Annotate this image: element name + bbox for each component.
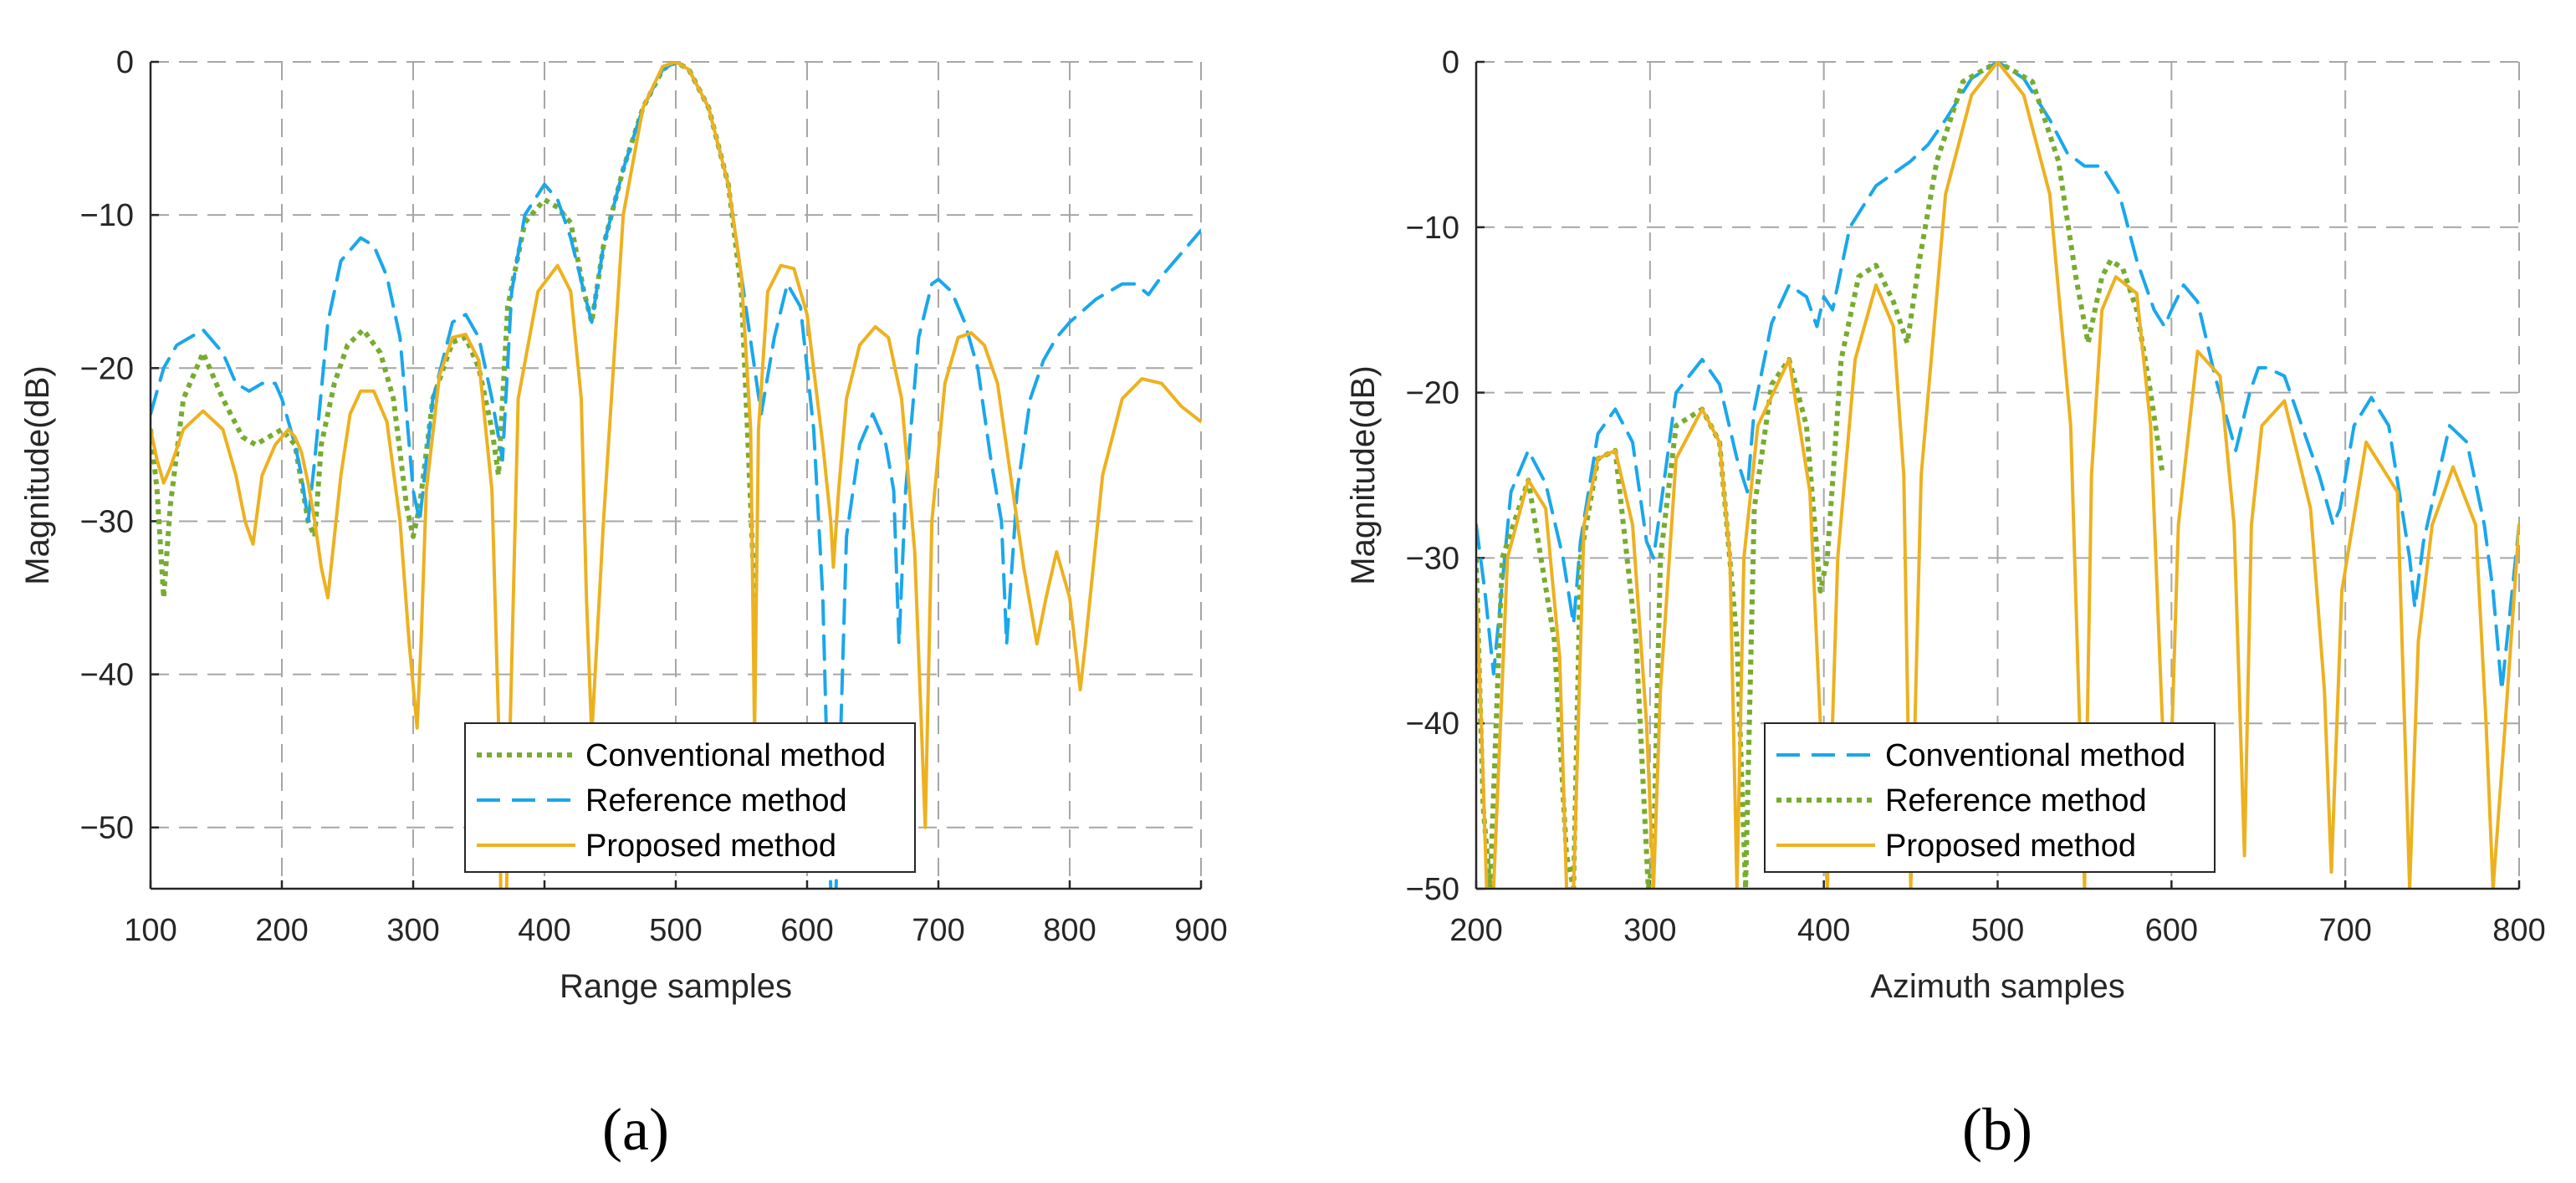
legend: Conventional method Reference method Propo… [1764,722,2216,873]
x-tick-label: 700 [2318,913,2371,948]
y-tick-label: −10 [80,198,134,233]
legend-entry-label: Reference method [1885,783,2147,818]
x-tick-label: 900 [1174,913,1227,948]
x-tick-label: 100 [124,913,176,948]
panel-label: (a) [602,1096,669,1163]
series-group [151,62,1201,889]
x-tick-label: 200 [255,913,308,948]
legend-entry-label: Proposed method [585,829,836,864]
legend-entry-label: Conventional method [585,738,886,773]
x-tick-label: 600 [2145,913,2198,948]
series-line-proposed-method [1476,62,2519,889]
legend-entry-label: Conventional method [1885,738,2185,773]
y-tick-label: −10 [1406,211,1459,246]
y-axis-label: Magnitude(dB) [1345,365,1382,584]
series-line-conventional-method [151,62,758,600]
legend-box [464,722,916,873]
x-tick-label: 800 [1043,913,1096,948]
y-tick-label: −20 [80,351,134,386]
legend: Conventional method Reference method Propo… [464,722,916,873]
x-tick-label: 800 [2492,913,2545,948]
y-tick-label: −30 [80,504,134,539]
x-tick-label: 500 [649,913,702,948]
x-tick-label: 400 [1797,913,1850,948]
legend-entry-label: Reference method [585,783,847,818]
chart-panel-b: 200 300 400 500 600 700 800 0 −10 −20 −30 −40 −50 Azi… [1345,45,2546,1163]
y-tick-label: −40 [1406,706,1459,742]
x-axis-label: Azimuth samples [1870,968,2125,1005]
legend-entry-label: Proposed method [1885,829,2136,864]
x-tick-label: 400 [518,913,570,948]
panel-label: (b) [1962,1096,2032,1163]
x-tick-label: 700 [912,913,964,948]
x-tick-label: 300 [1623,913,1676,948]
y-axis-label: Magnitude(dB) [19,365,56,584]
y-tick-label: −50 [80,811,134,846]
x-axis-label: Range samples [560,968,792,1005]
y-tick-label: −40 [80,658,134,693]
series-line-proposed-method [151,62,1201,889]
y-tick-label: 0 [116,45,134,80]
x-tick-label: 200 [1449,913,1502,948]
y-tick-label: −50 [1406,872,1459,907]
x-tick-label: 300 [386,913,439,948]
y-tick-label: 0 [1442,45,1459,80]
x-tick-label: 600 [780,913,833,948]
chart-panel-a: 100 200 300 400 500 600 700 800 900 0 −10 −20 −30 −40… [19,45,1228,1163]
x-tick-label: 500 [1971,913,2024,948]
y-tick-label: −20 [1406,376,1459,411]
y-tick-label: −30 [1406,541,1459,576]
series-group [1476,62,2519,889]
series-line-conventional-method [1476,62,2519,692]
